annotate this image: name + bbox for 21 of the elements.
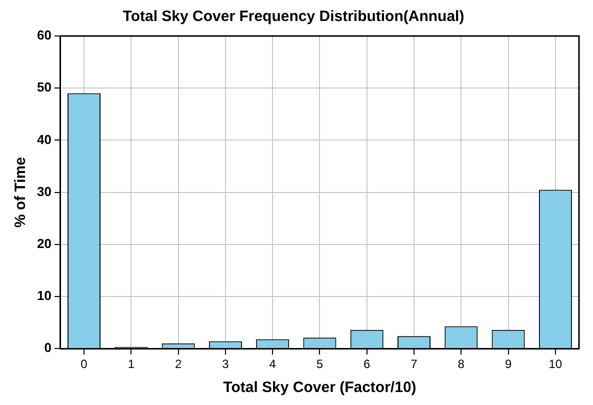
x-tick-label: 5 (316, 357, 324, 372)
x-tick-label: 9 (504, 357, 512, 372)
y-tick-label: 60 (36, 28, 52, 43)
x-tick-label: 8 (458, 357, 465, 372)
y-tick-label: 40 (36, 132, 52, 147)
y-axis-title: % of Time (12, 157, 30, 228)
x-tick-label: 10 (548, 357, 562, 372)
x-tick-label: 6 (364, 357, 371, 372)
y-tick-label: 30 (36, 184, 52, 199)
y-tick-label: 20 (36, 236, 52, 251)
x-tick-label: 4 (269, 357, 276, 372)
y-tick-label: 10 (36, 288, 52, 304)
x-tick-label: 7 (410, 357, 418, 372)
y-tick-label: 0 (44, 340, 52, 356)
chart-title: Total Sky Cover Frequency Distribution(Annual) (122, 8, 464, 26)
x-tick-label: 1 (128, 357, 135, 372)
y-tick-label: 50 (36, 80, 52, 95)
x-tick-label: 2 (174, 357, 182, 372)
x-tick-label: 3 (222, 357, 230, 372)
x-tick-label: 0 (80, 357, 88, 372)
x-axis-title: Total Sky Cover (Factor/10) (223, 379, 416, 396)
